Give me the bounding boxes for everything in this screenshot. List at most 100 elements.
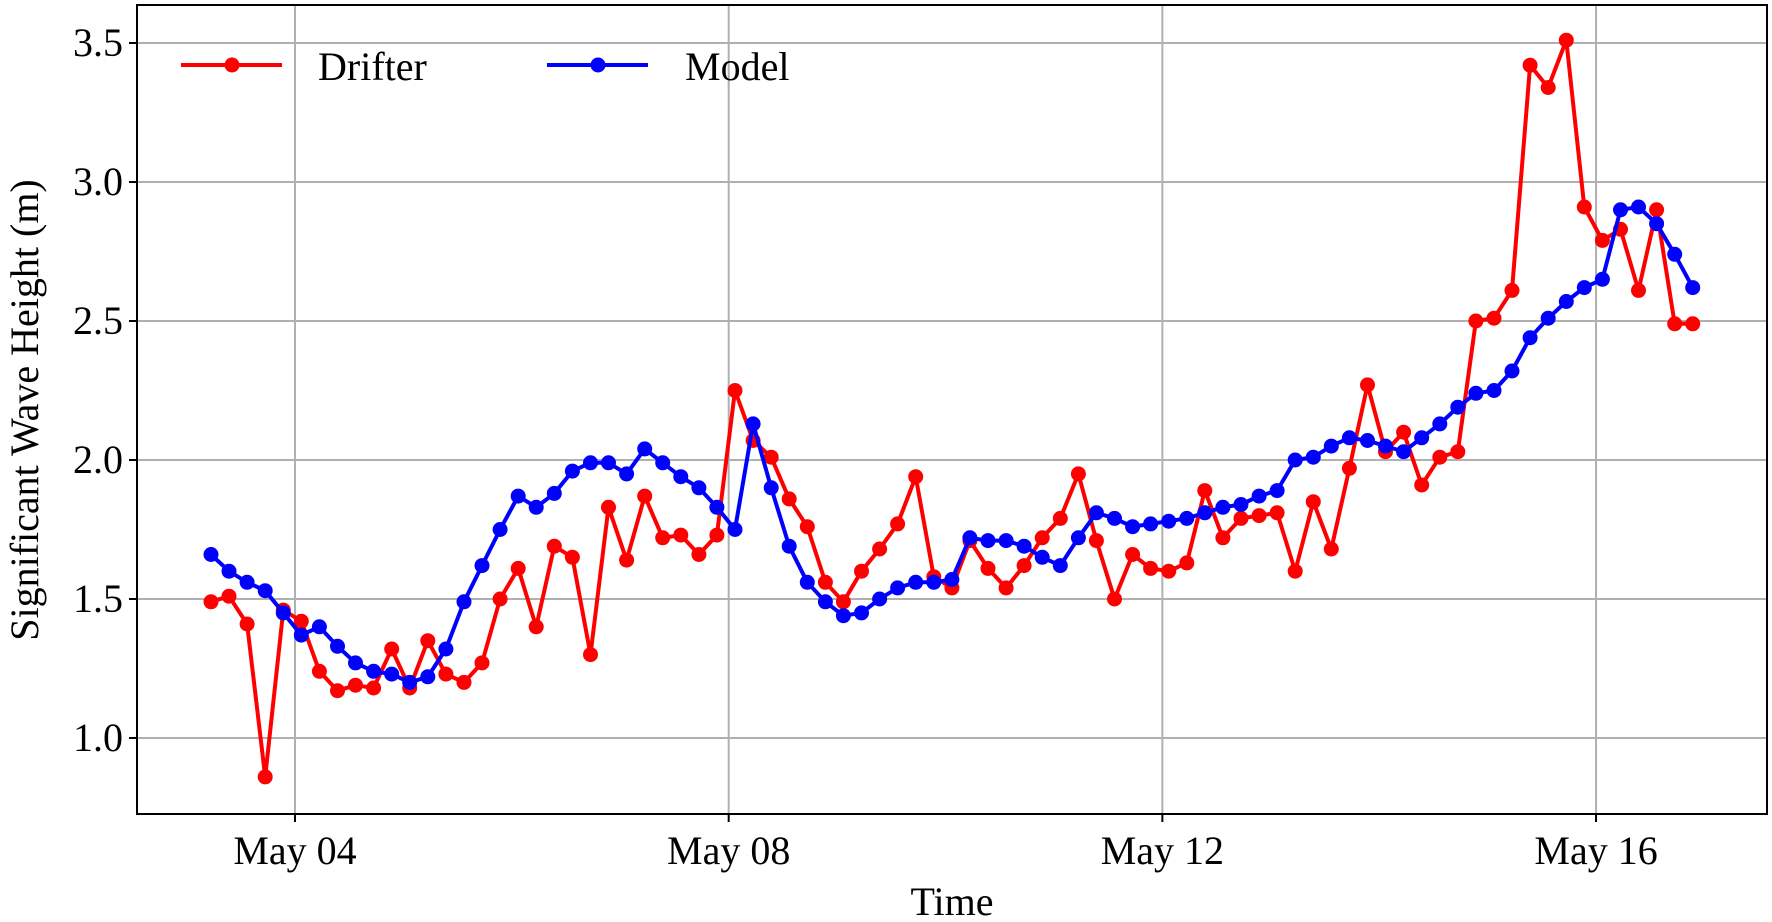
data-point-marker: [1576, 199, 1592, 215]
y-tick-label: 1.5: [73, 576, 123, 621]
data-point-marker: [366, 680, 382, 696]
data-point-marker: [420, 669, 436, 685]
legend-marker-drifter-icon: [224, 57, 240, 73]
data-point-marker: [763, 449, 779, 465]
data-point-marker: [980, 533, 996, 549]
data-point-marker: [366, 663, 382, 679]
data-point-marker: [781, 491, 797, 507]
data-point-marker: [1269, 505, 1285, 521]
data-point-marker: [998, 580, 1014, 596]
data-point-marker: [854, 605, 869, 621]
data-point-marker: [655, 455, 671, 471]
y-axis-title: Significant Wave Height (m): [2, 179, 47, 640]
grid-lines: [137, 5, 1767, 814]
data-point-marker: [1468, 385, 1484, 401]
data-point-marker: [1631, 199, 1646, 215]
data-point-marker: [799, 574, 815, 590]
data-point-marker: [239, 574, 255, 590]
data-point-marker: [1070, 466, 1086, 482]
data-point-marker: [926, 574, 942, 590]
y-tick-label: 3.0: [73, 159, 123, 204]
data-point-marker: [1088, 505, 1104, 521]
data-point-marker: [546, 538, 562, 554]
data-point-marker: [1504, 363, 1520, 379]
data-point-marker: [745, 416, 761, 432]
data-point-marker: [311, 619, 327, 635]
data-point-marker: [510, 488, 526, 504]
plot-area-frame: [136, 4, 1768, 815]
data-point-marker: [1486, 383, 1502, 398]
data-point-marker: [1197, 505, 1213, 521]
data-point-marker: [1414, 477, 1430, 493]
data-point-marker: [908, 574, 924, 590]
data-point-marker: [1360, 433, 1375, 448]
legend-item-model: Model: [547, 44, 789, 89]
data-point-marker: [1522, 330, 1538, 346]
data-point-marker: [890, 580, 906, 596]
data-point-marker: [817, 574, 833, 590]
data-point-marker: [1070, 530, 1086, 546]
x-tick-label: May 12: [1101, 828, 1224, 873]
data-point-marker: [221, 563, 237, 579]
y-tick-label: 2.0: [73, 437, 123, 482]
data-point-marker: [1558, 294, 1574, 309]
y-tick-label: 3.5: [73, 20, 123, 65]
data-point-marker: [1432, 449, 1448, 465]
data-point-marker: [438, 666, 454, 682]
data-point-marker: [1179, 555, 1195, 571]
x-tick-label: May 08: [667, 828, 790, 873]
legend: Drifter Model: [181, 44, 789, 89]
data-point-marker: [1540, 80, 1556, 95]
data-point-marker: [673, 469, 689, 485]
data-point-marker: [438, 641, 454, 657]
data-point-marker: [673, 527, 689, 543]
data-point-marker: [1016, 558, 1032, 574]
data-point-marker: [492, 522, 508, 537]
data-point-marker: [1576, 280, 1592, 296]
x-tick-label: May 04: [233, 828, 356, 873]
data-point-marker: [781, 538, 797, 554]
data-point-marker: [944, 572, 960, 587]
data-point-marker: [1305, 494, 1321, 510]
data-point-marker: [1504, 282, 1520, 298]
x-axis-title: Time: [910, 879, 993, 922]
data-point-marker: [817, 594, 833, 610]
legend-item-drifter: Drifter: [181, 44, 427, 89]
data-point-marker: [1233, 497, 1249, 512]
data-point-marker: [402, 674, 418, 690]
data-point-marker: [1685, 280, 1701, 296]
data-point-marker: [330, 638, 345, 654]
data-point-marker: [890, 516, 906, 532]
data-point-marker: [384, 666, 400, 682]
data-point-marker: [1594, 271, 1610, 287]
data-point-marker: [709, 527, 725, 543]
data-point-marker: [1341, 430, 1357, 446]
data-point-marker: [1034, 530, 1050, 546]
data-point-marker: [1360, 377, 1375, 393]
data-point-marker: [1125, 519, 1141, 535]
data-point-marker: [727, 522, 743, 537]
data-point-marker: [1631, 282, 1646, 298]
data-point-marker: [203, 594, 219, 610]
data-point-marker: [1667, 316, 1683, 332]
data-point-marker: [474, 558, 490, 574]
data-point-marker: [1215, 499, 1231, 515]
data-point-marker: [980, 560, 996, 576]
data-point-marker: [709, 499, 725, 515]
data-point-marker: [1649, 202, 1665, 218]
data-point-marker: [492, 591, 508, 607]
data-point-marker: [528, 619, 544, 635]
data-point-marker: [872, 591, 888, 607]
data-point-marker: [727, 383, 743, 398]
data-point-marker: [1125, 547, 1141, 562]
data-point-marker: [330, 683, 345, 699]
data-point-marker: [619, 552, 635, 568]
data-point-marker: [1143, 560, 1159, 576]
data-point-marker: [203, 547, 219, 562]
series-model: [203, 199, 1701, 690]
x-axis-ticks: May 04 May 08 May 12 May 16: [233, 814, 1658, 873]
data-point-marker: [275, 605, 291, 621]
data-point-marker: [239, 616, 255, 632]
data-point-marker: [854, 563, 869, 579]
